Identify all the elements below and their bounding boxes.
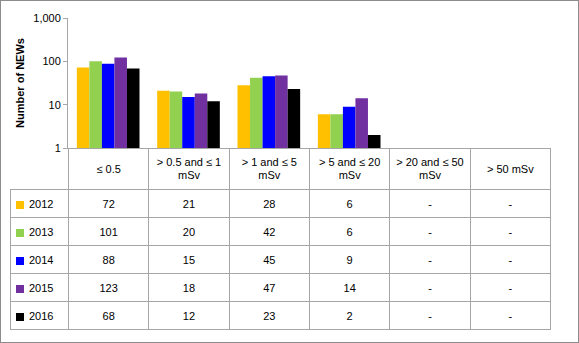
html-text:20: 20 (182, 225, 196, 238)
html-text:2015: 2015 (29, 281, 54, 294)
html-text:14: 14 (343, 281, 356, 294)
svg-text:1,000: 1,000 (33, 12, 61, 24)
html-text:≤ 0.5: ≤ 0.5 (96, 162, 121, 175)
html-text:> 5 and ≤ 20 mSv: > 5 and ≤ 20 mSv (318, 156, 381, 181)
html-text:101: 101 (99, 225, 118, 238)
html-text:23: 23 (263, 309, 276, 322)
html-text:> 20 and ≤ 50 mSv: > 20 and ≤ 50 mSv (396, 156, 464, 181)
html-text:18: 18 (182, 281, 196, 294)
html-text:2016: 2016 (29, 309, 54, 322)
html-text:> 50 mSv: > 50 mSv (486, 162, 534, 175)
html-text:6: 6 (346, 225, 353, 238)
html-text:2013: 2013 (29, 225, 54, 238)
html-text:72: 72 (102, 197, 115, 210)
html-text:47: 47 (263, 281, 276, 294)
html-text:42: 42 (263, 225, 276, 238)
html-text:6: 6 (346, 197, 353, 210)
html-text:123: 123 (99, 281, 118, 294)
html-text:> 1 and ≤ 5 mSv: > 1 and ≤ 5 mSv (241, 156, 297, 181)
svg-text:1: 1 (54, 141, 61, 154)
html-text:2: 2 (346, 309, 353, 322)
html-text:68: 68 (102, 309, 115, 322)
svg-text:Number of NEWs: Number of NEWs (14, 38, 26, 128)
html-text:12: 12 (182, 309, 196, 322)
html-text:28: 28 (263, 197, 276, 210)
html-text:15: 15 (182, 253, 196, 266)
svg-text:10: 10 (49, 99, 61, 111)
svg-text:100: 100 (42, 55, 60, 67)
html-text:9: 9 (346, 253, 353, 266)
html-text:88: 88 (102, 253, 115, 266)
html-text:2014: 2014 (29, 253, 54, 266)
html-text:45: 45 (263, 253, 276, 266)
html-text:> 0.5 and ≤ 1 mSv: > 0.5 and ≤ 1 mSv (156, 156, 222, 181)
html-text:2012: 2012 (29, 197, 54, 210)
html-text:21: 21 (182, 197, 196, 210)
